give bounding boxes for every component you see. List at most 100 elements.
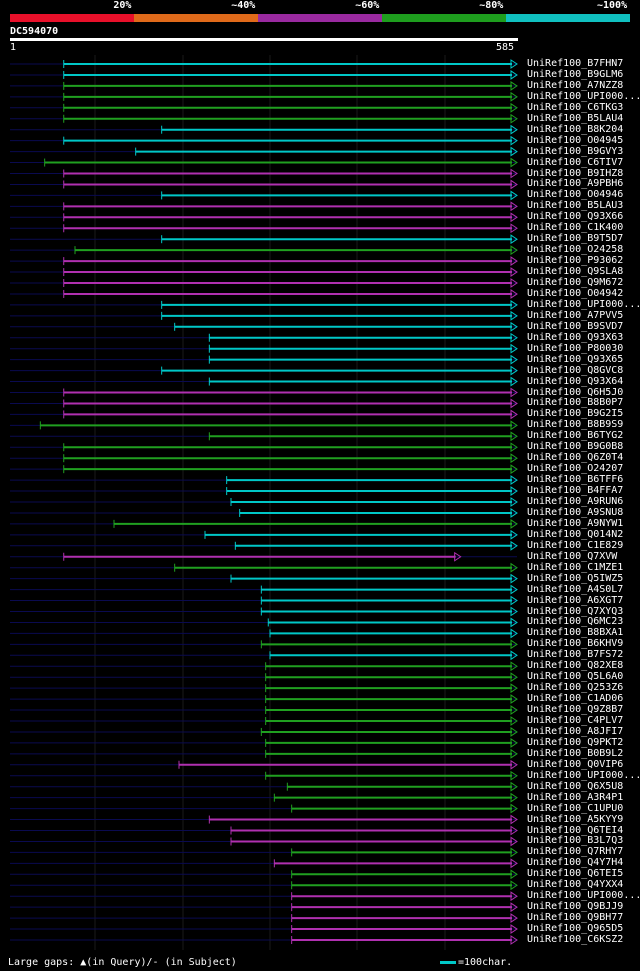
legend-label: ~40% (231, 0, 256, 11)
hit-label[interactable]: UniRef100_Q9BJJ9 (527, 901, 624, 913)
hit-label[interactable]: UniRef100_A7PVV5 (527, 309, 624, 321)
hit-label[interactable]: UniRef100_Q6X5U8 (527, 780, 624, 792)
hit-label[interactable]: UniRef100_B9T5D7 (527, 233, 624, 245)
hit-arrow (510, 606, 518, 617)
hit-label[interactable]: UniRef100_Q0VIP6 (527, 758, 624, 770)
hit-label[interactable]: UniRef100_UPI000... (527, 890, 640, 902)
hit-label[interactable]: UniRef100_Q7RHY7 (527, 846, 624, 858)
hit-label[interactable]: UniRef100_B8BXA1 (527, 627, 624, 639)
hit-label[interactable]: UniRef100_Q5IWZ5 (527, 572, 624, 584)
hit-label[interactable]: UniRef100_Q6TEI4 (527, 824, 624, 836)
hit-arrow (510, 902, 518, 913)
hit-label[interactable]: UniRef100_B7FHN7 (527, 58, 624, 69)
hit-label[interactable]: UniRef100_B9GLM6 (527, 68, 624, 80)
query-gap-icon: ▲ (80, 957, 87, 968)
ruler-end-label: 585 (496, 42, 515, 53)
hit-label[interactable]: UniRef100_Q8GVC8 (527, 364, 624, 376)
hit-label[interactable]: UniRef100_B7FS72 (527, 649, 624, 661)
hit-label[interactable]: UniRef100_Q253Z6 (527, 682, 624, 694)
hit-label[interactable]: UniRef100_C1E829 (527, 539, 624, 551)
hit-label[interactable]: UniRef100_Q014N2 (527, 528, 624, 540)
hit-arrow (510, 540, 518, 551)
hit-label[interactable]: UniRef100_B3L7Q3 (527, 835, 624, 847)
hit-label[interactable]: UniRef100_Q9BH77 (527, 912, 624, 924)
hit-label[interactable]: UniRef100_A9SNU8 (527, 506, 624, 518)
hit-label[interactable]: UniRef100_B4FFA7 (527, 485, 624, 497)
hit-label[interactable]: UniRef100_B6KHV9 (527, 638, 624, 650)
hit-label[interactable]: UniRef100_B8B9S9 (527, 419, 624, 431)
hit-label[interactable]: UniRef100_B8K204 (527, 123, 624, 135)
hit-label[interactable]: UniRef100_Q7XYQ3 (527, 605, 624, 617)
hit-label[interactable]: UniRef100_O04945 (527, 134, 624, 146)
hit-label[interactable]: UniRef100_O04942 (527, 287, 624, 299)
hit-arrow (510, 310, 518, 321)
hit-label[interactable]: UniRef100_B0B9L2 (527, 747, 624, 759)
hit-label[interactable]: UniRef100_Q4YXX4 (527, 879, 624, 891)
hit-label[interactable]: UniRef100_P80030 (527, 342, 624, 354)
hit-label[interactable]: UniRef100_A7NZZ8 (527, 79, 624, 91)
legend-label: ~80% (479, 0, 504, 11)
hit-label[interactable]: UniRef100_B9GVY3 (527, 145, 624, 157)
hit-label[interactable]: UniRef100_A5KYY9 (527, 813, 624, 825)
hit-arrow (510, 836, 518, 847)
hit-arrow (510, 113, 518, 124)
hit-label[interactable]: UniRef100_Q93X63 (527, 331, 624, 343)
hit-label[interactable]: UniRef100_Q93X65 (527, 353, 624, 365)
legend-label: 20% (113, 0, 132, 11)
legend-label: ~100% (597, 0, 628, 11)
scale-label: =100char. (458, 957, 513, 968)
hit-label[interactable]: UniRef100_Q9PKT2 (527, 736, 624, 748)
hit-arrow (510, 858, 518, 869)
hit-label[interactable]: UniRef100_B8B0P7 (527, 397, 624, 409)
hit-label[interactable]: UniRef100_UPI000... (527, 298, 640, 310)
hit-label[interactable]: UniRef100_A4S0L7 (527, 583, 624, 595)
hit-label[interactable]: UniRef100_C1UPU0 (527, 802, 624, 814)
hit-label[interactable]: UniRef100_Q6MC23 (527, 616, 624, 628)
hit-label[interactable]: UniRef100_A8JFI7 (527, 725, 624, 737)
hit-label[interactable]: UniRef100_Q9M672 (527, 277, 624, 288)
hit-label[interactable]: UniRef100_Q82XE8 (527, 660, 624, 672)
hit-label[interactable]: UniRef100_C1AD06 (527, 693, 624, 705)
hit-label[interactable]: UniRef100_Q93X66 (527, 211, 624, 223)
hit-label[interactable]: UniRef100_Q4Y7H4 (527, 857, 624, 869)
hit-label[interactable]: UniRef100_O24207 (527, 463, 624, 475)
hit-label[interactable]: UniRef100_Q7XVW (527, 550, 618, 562)
hit-label[interactable]: UniRef100_O24258 (527, 244, 624, 256)
hit-label[interactable]: UniRef100_Q5L6A0 (527, 671, 624, 683)
hit-label[interactable]: UniRef100_Q93X64 (527, 375, 624, 387)
hit-label[interactable]: UniRef100_C1K400 (527, 222, 624, 234)
hit-label[interactable]: UniRef100_Q9Z8B7 (527, 704, 624, 716)
legend-segment (134, 14, 258, 22)
hit-label[interactable]: UniRef100_O04946 (527, 189, 624, 201)
hit-label[interactable]: UniRef100_C1MZE1 (527, 561, 624, 573)
hit-label[interactable]: UniRef100_Q9SLA8 (527, 266, 624, 278)
legend-segment (10, 14, 134, 22)
hit-label[interactable]: UniRef100_A9NYW1 (527, 517, 624, 529)
hit-label[interactable]: UniRef100_A9PBH6 (527, 178, 624, 190)
hit-label[interactable]: UniRef100_Q965D5 (527, 923, 624, 935)
hit-label[interactable]: UniRef100_B6TFF6 (527, 474, 624, 486)
hit-label[interactable]: UniRef100_C6KSZ2 (527, 934, 624, 945)
hit-label[interactable]: UniRef100_A6XGT7 (527, 594, 624, 606)
hit-label[interactable]: UniRef100_A3R4P1 (527, 791, 624, 803)
hit-label[interactable]: UniRef100_C6TKG3 (527, 101, 624, 113)
hit-label[interactable]: UniRef100_B9G0B8 (527, 441, 624, 453)
hit-label[interactable]: UniRef100_B9G2I5 (527, 408, 624, 420)
hit-label[interactable]: UniRef100_B9IHZ8 (527, 167, 624, 179)
hit-label[interactable]: UniRef100_P93062 (527, 255, 624, 267)
hit-label[interactable]: UniRef100_Q6TEI5 (527, 868, 624, 880)
hit-label[interactable]: UniRef100_Q6Z0T4 (527, 452, 624, 464)
hit-label[interactable]: UniRef100_B5LAU3 (527, 200, 624, 212)
hit-arrow (510, 332, 518, 343)
hit-label[interactable]: UniRef100_UPI000... (527, 90, 640, 102)
hit-label[interactable]: UniRef100_C6TIV7 (527, 156, 624, 168)
hit-label[interactable]: UniRef100_B9SVD7 (527, 320, 624, 332)
hit-label[interactable]: UniRef100_UPI000... (527, 769, 640, 781)
hit-label[interactable]: UniRef100_C4PLV7 (527, 715, 624, 726)
hit-label[interactable]: UniRef100_B6TYG2 (527, 430, 624, 442)
hit-label[interactable]: UniRef100_Q6H5J0 (527, 386, 624, 398)
hit-label[interactable]: UniRef100_B5LAU4 (527, 112, 624, 124)
hit-arrow (510, 748, 518, 759)
hit-label[interactable]: UniRef100_A9RUN6 (527, 496, 624, 507)
